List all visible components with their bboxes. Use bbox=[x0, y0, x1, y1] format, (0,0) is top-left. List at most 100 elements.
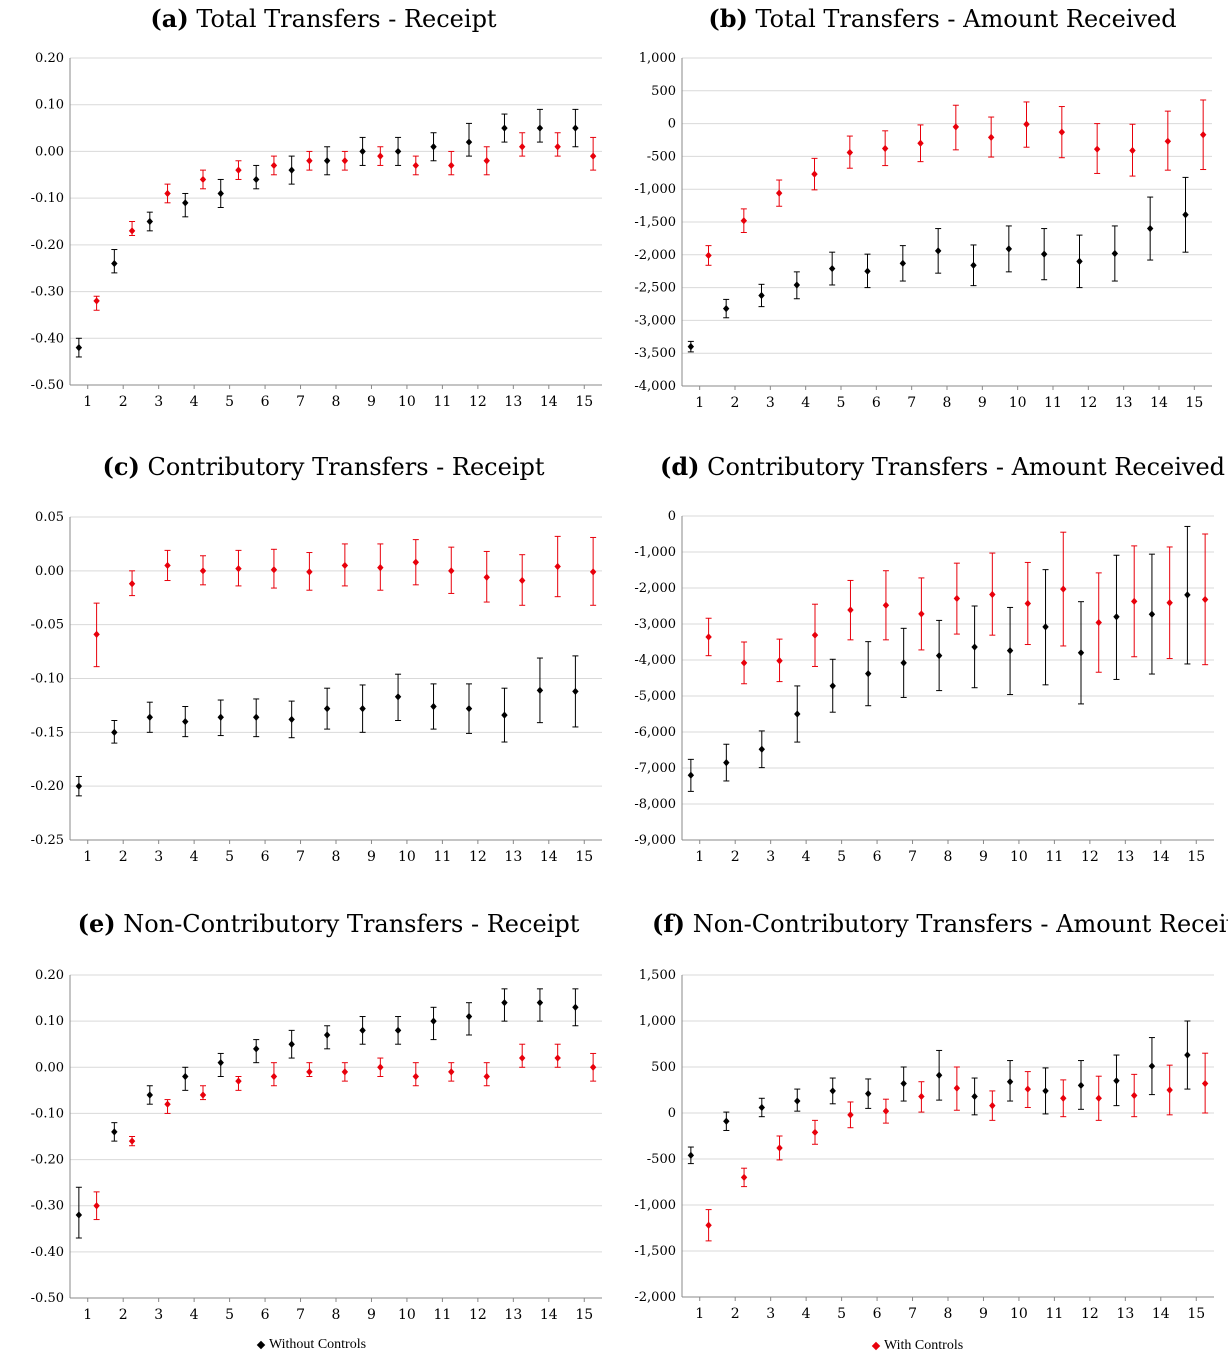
data-point bbox=[758, 291, 765, 300]
x-tick-label: 15 bbox=[575, 849, 593, 865]
series-without-controls bbox=[687, 176, 1189, 353]
data-point bbox=[687, 343, 695, 351]
data-point bbox=[1148, 610, 1156, 618]
x-tick-label: 11 bbox=[1044, 395, 1062, 411]
x-tick-label: 11 bbox=[433, 394, 451, 410]
y-tick-label: -7,000 bbox=[634, 761, 676, 776]
data-point bbox=[847, 606, 854, 614]
data-point bbox=[270, 161, 278, 170]
data-point bbox=[288, 715, 295, 724]
x-tick-label: 9 bbox=[978, 395, 987, 411]
data-point bbox=[1077, 1081, 1085, 1089]
y-tick-label: -0.10 bbox=[31, 1106, 64, 1121]
x-tick-label: 2 bbox=[731, 849, 740, 865]
data-point bbox=[412, 558, 419, 566]
y-tick-label: -0.20 bbox=[31, 779, 64, 794]
data-point bbox=[146, 713, 153, 721]
data-point bbox=[182, 1072, 189, 1081]
x-tick-label: 1 bbox=[83, 849, 92, 865]
data-point bbox=[1182, 211, 1189, 219]
chart-b: 1,000 500 0 -500 -1,000 -1,500 -2,000 -2,500 -3,… bbox=[634, 51, 1212, 411]
x-tick-label: 3 bbox=[154, 1307, 163, 1323]
x-tick-label: 3 bbox=[766, 395, 775, 411]
data-point bbox=[501, 999, 508, 1007]
y-tick-label: -1,500 bbox=[634, 215, 676, 230]
data-point bbox=[811, 170, 818, 178]
data-point bbox=[1113, 613, 1120, 621]
y-tick-label: -0.40 bbox=[31, 1245, 64, 1260]
x-tick-label: 4 bbox=[190, 394, 199, 410]
data-point bbox=[794, 1097, 801, 1105]
x-tick-label: 6 bbox=[873, 1306, 882, 1322]
data-point bbox=[306, 1068, 313, 1076]
data-point bbox=[217, 713, 224, 721]
data-point bbox=[235, 166, 242, 174]
y-tick-label: -3,000 bbox=[634, 617, 676, 632]
x-tick-label: 7 bbox=[296, 394, 305, 410]
data-point bbox=[811, 631, 819, 639]
data-point bbox=[1024, 599, 1031, 608]
data-point bbox=[75, 344, 83, 352]
data-point bbox=[394, 1026, 402, 1034]
data-point bbox=[776, 657, 783, 665]
panel-letter: (d) bbox=[659, 452, 700, 481]
panel-e: (e) Non-Contributory Transfers - Receipt… bbox=[0, 905, 612, 1325]
x-tick-label: 14 bbox=[1152, 849, 1170, 865]
data-point bbox=[377, 1063, 384, 1071]
x-tick-label: 5 bbox=[837, 849, 846, 865]
data-point bbox=[970, 261, 977, 269]
y-tick-label: -0.50 bbox=[31, 378, 64, 393]
x-tick-label: 12 bbox=[1081, 1306, 1099, 1322]
data-point bbox=[394, 693, 402, 701]
x-tick-label: 14 bbox=[540, 849, 558, 865]
chart-e: 0.200.100.00-0.10-0.20-0.30-0.40-0.501 2 3… bbox=[31, 968, 602, 1323]
data-point bbox=[846, 148, 854, 157]
data-point bbox=[1201, 1079, 1209, 1088]
y-tick-label: -1,500 bbox=[634, 1244, 676, 1259]
data-point bbox=[323, 705, 331, 713]
data-point bbox=[253, 1045, 260, 1053]
data-point bbox=[359, 1026, 366, 1034]
data-point bbox=[359, 705, 366, 713]
panel-b: (b) Total Transfers - Amount Received 1,… bbox=[612, 0, 1228, 420]
data-point bbox=[847, 1111, 854, 1119]
data-point bbox=[1077, 649, 1085, 657]
y-tick-label: 0.00 bbox=[35, 1060, 64, 1075]
data-point bbox=[1005, 245, 1013, 253]
data-point bbox=[572, 687, 579, 696]
x-tick-label: 9 bbox=[367, 849, 376, 865]
data-point bbox=[1111, 249, 1119, 258]
data-point bbox=[881, 144, 889, 153]
x-tick-label: 5 bbox=[225, 394, 234, 410]
panel-letter: (b) bbox=[708, 4, 748, 33]
x-tick-label: 13 bbox=[504, 849, 522, 865]
data-point bbox=[199, 567, 207, 575]
y-tick-label: -3,000 bbox=[634, 313, 676, 328]
data-point bbox=[1146, 224, 1154, 233]
panel-title-text: Total Transfers - Amount Received bbox=[755, 5, 1177, 33]
data-point bbox=[536, 124, 544, 132]
data-point bbox=[723, 1117, 730, 1125]
chart-a: 0.200.100.00-0.10-0.20-0.30-0.40-0.501 2 3… bbox=[31, 51, 602, 410]
x-tick-label: 2 bbox=[731, 395, 740, 411]
data-point bbox=[1199, 131, 1207, 139]
data-point bbox=[483, 1072, 490, 1081]
data-point bbox=[554, 1054, 561, 1062]
data-point bbox=[971, 1092, 978, 1101]
data-point bbox=[1093, 145, 1101, 153]
y-tick-label: -8,000 bbox=[634, 797, 676, 812]
data-point bbox=[828, 264, 836, 273]
data-point bbox=[1024, 1085, 1031, 1093]
panel-title-text: Non-Contributory Transfers - Amount Rece… bbox=[692, 910, 1228, 938]
data-point bbox=[935, 652, 943, 660]
x-tick-label: 2 bbox=[119, 394, 128, 410]
x-tick-label: 4 bbox=[190, 849, 199, 865]
data-point bbox=[705, 251, 712, 260]
data-point bbox=[865, 1090, 872, 1098]
series-with-controls bbox=[93, 535, 597, 668]
data-point bbox=[687, 1151, 695, 1159]
panel-title: (b) Total Transfers - Amount Received bbox=[657, 4, 1228, 33]
x-tick-label: 8 bbox=[944, 849, 953, 865]
data-point bbox=[1006, 1078, 1014, 1086]
